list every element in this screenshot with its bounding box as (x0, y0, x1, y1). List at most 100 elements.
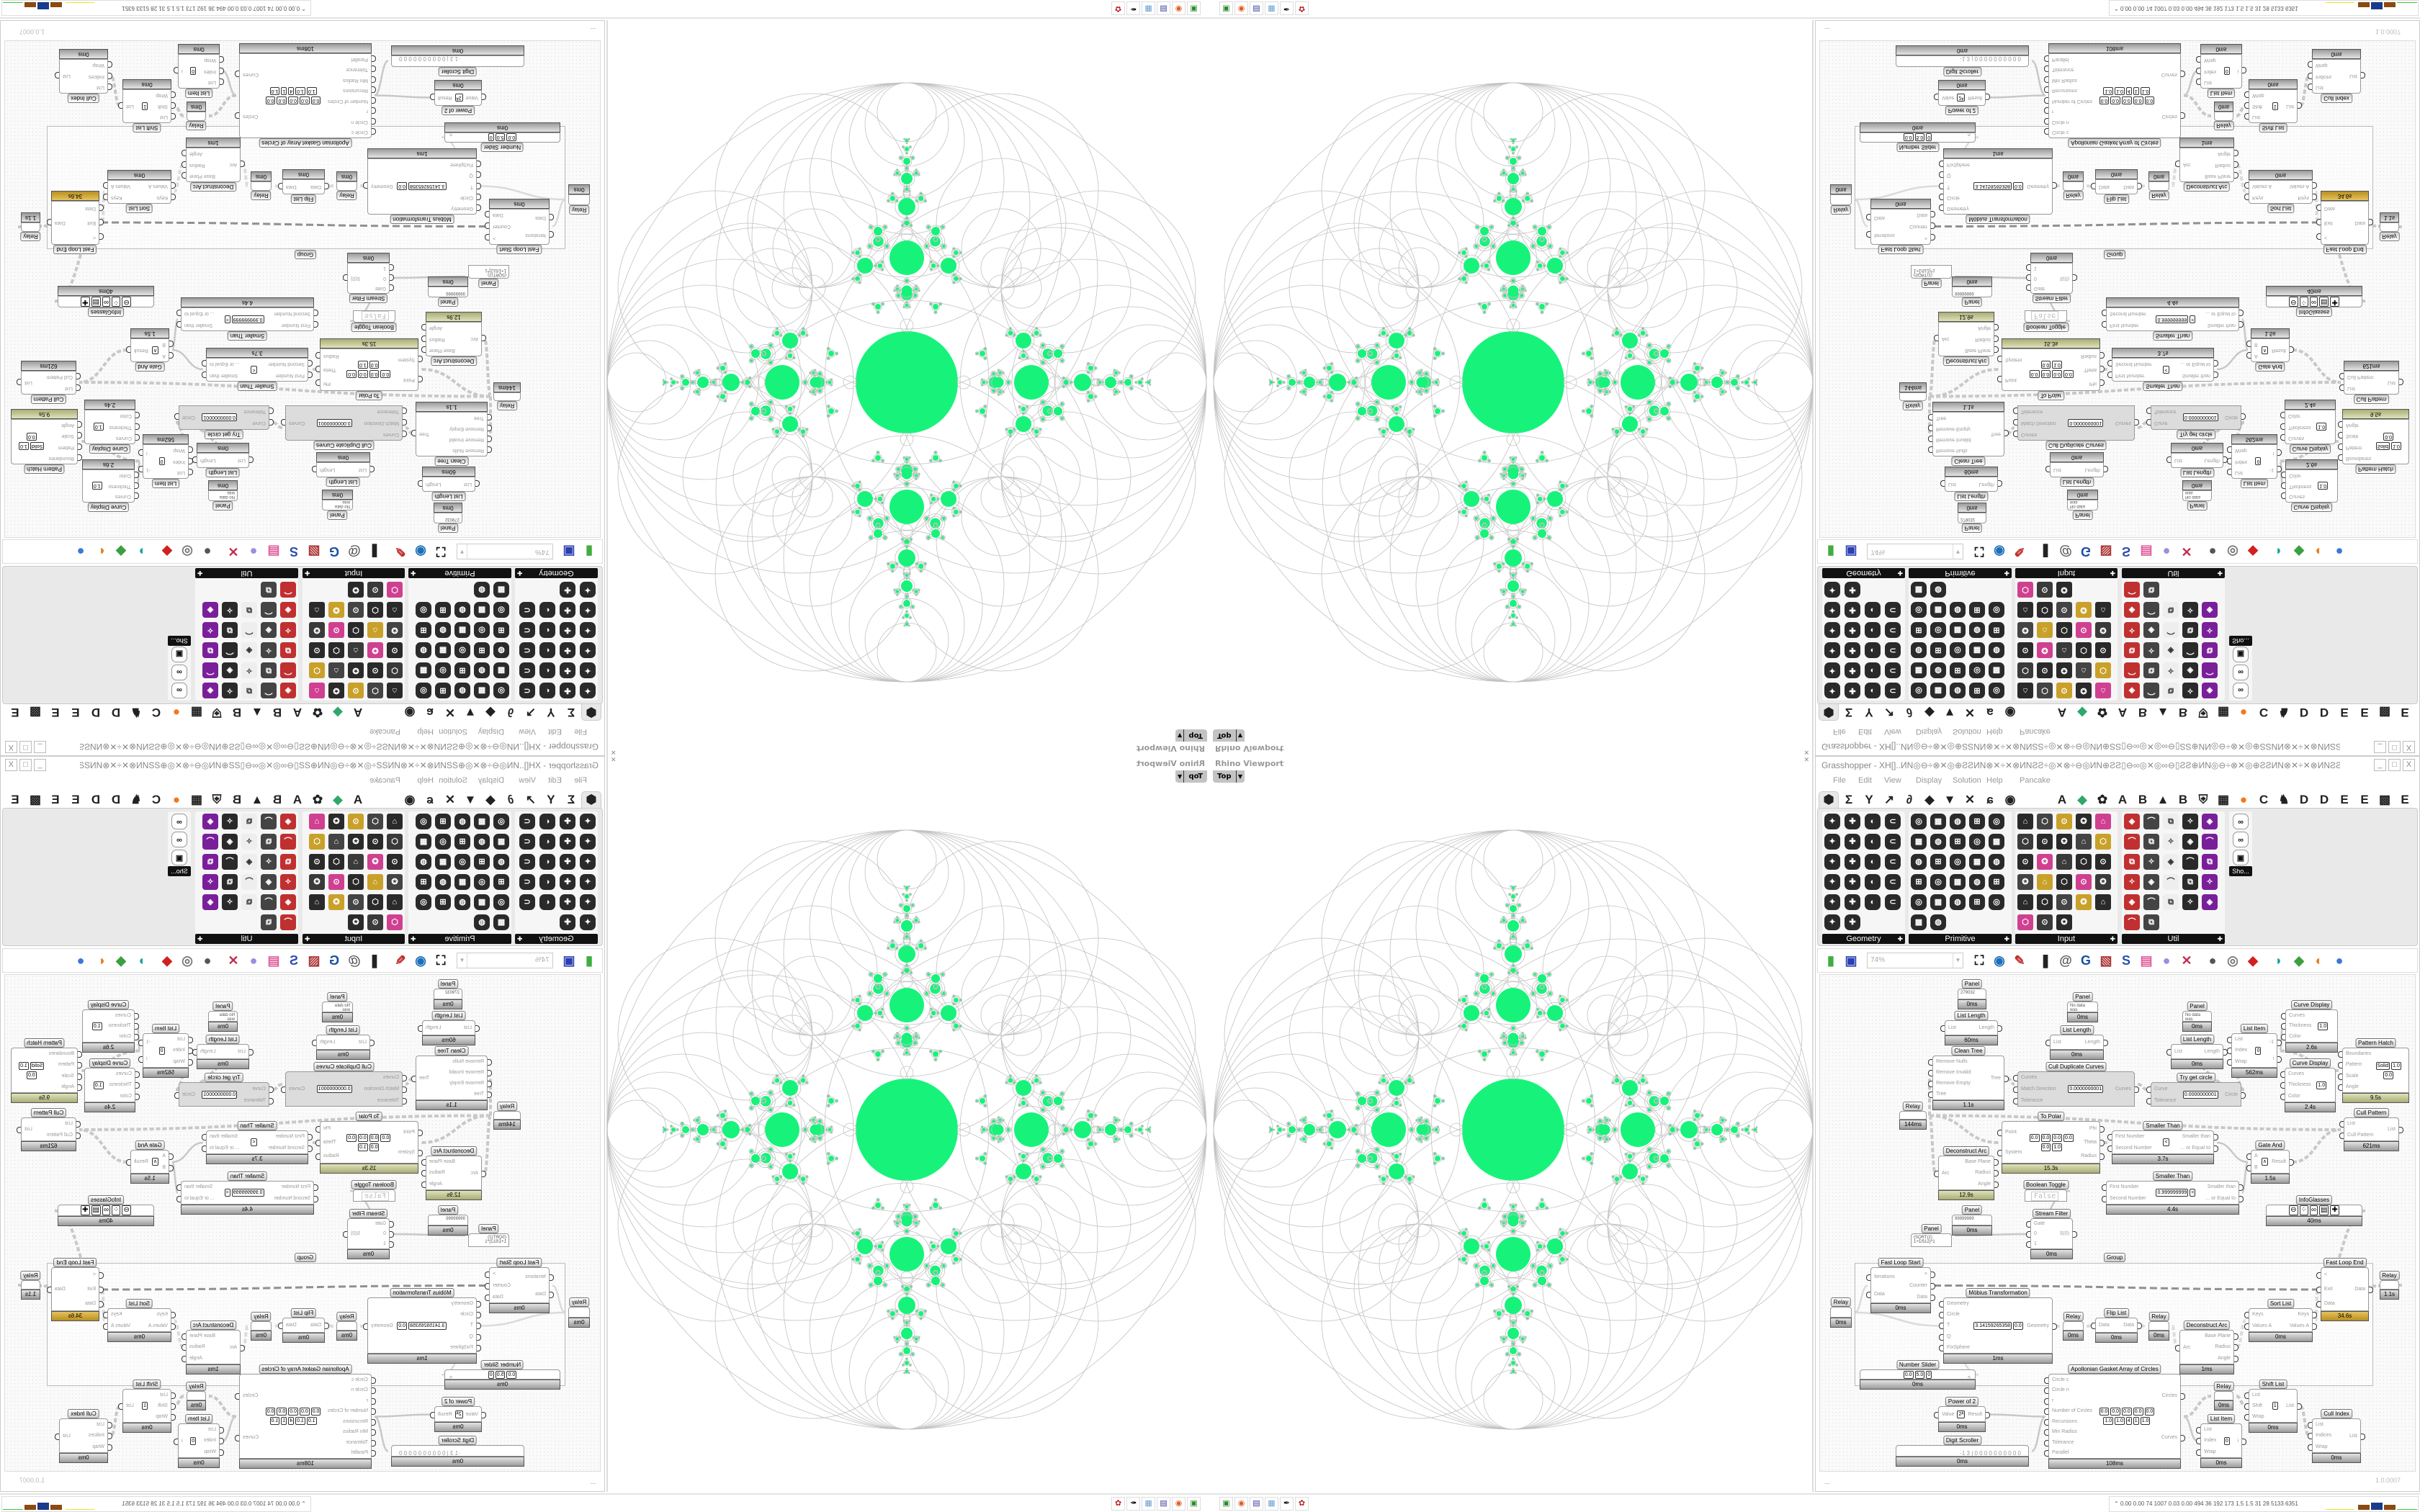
dna-icon[interactable]: ✕ (228, 953, 239, 968)
calculator-icon[interactable]: ▦ (1142, 1497, 1155, 1511)
infoglasses-icon[interactable]: ⁘ (112, 1205, 121, 1215)
component-mobius[interactable]: Möbius Transformation Geometry Circle T Q Fix… (367, 1288, 477, 1364)
component-culldup[interactable]: Cull Duplicate Curves Curves Match Directi… (285, 1062, 403, 1107)
component-body[interactable]: < Exit Data Data (51, 1267, 99, 1311)
tab-icon[interactable]: ✿ (2097, 793, 2108, 806)
component-body[interactable]: Data Data (2091, 1318, 2142, 1333)
component-relay5[interactable]: Relay 0ms (2148, 1312, 2169, 1341)
value-field[interactable]: 0.0 (397, 1321, 407, 1330)
component-icon[interactable]: ◎ (1950, 854, 1966, 870)
palette-panel-label[interactable]: Input ✚ (302, 934, 405, 944)
component-panel2[interactable]: Panel No data was 0ms (322, 992, 353, 1022)
component-title[interactable]: Pattern Hatch (24, 1038, 65, 1048)
component-body[interactable]: -1 3 | 0 0 0 0 0 0 0 0 0 0 (391, 1445, 524, 1457)
component-body[interactable]: 99999999 (1952, 1215, 1992, 1225)
component-listitem2[interactable]: List Item List Index Wrap 0 i 0ms (178, 1414, 220, 1468)
component-curvedisp2[interactable]: Curve Display Curves Thickness Color 1.0 2.4s (2280, 1058, 2336, 1112)
component-icon[interactable]: ⧉ (2163, 894, 2179, 910)
output-port[interactable]: List (126, 1403, 134, 1408)
component-title[interactable]: Möbius Transformation (1966, 1288, 2030, 1297)
new-document-icon[interactable]: ▮ (1827, 953, 1834, 968)
output-port[interactable]: Circle (2225, 1092, 2246, 1099)
component-body[interactable] (187, 1391, 206, 1400)
infoglasses-icon[interactable]: ∞ (102, 1205, 111, 1215)
green-icon[interactable]: ◆ (116, 953, 126, 968)
output-port[interactable]: ... or Equal to (184, 1195, 215, 1201)
value-field[interactable]: 1.0 (2115, 1417, 2125, 1425)
component-icon[interactable]: ✚ (1845, 834, 1860, 850)
component-body[interactable]: List Length (422, 1020, 475, 1035)
input-port[interactable]: List (89, 1421, 104, 1428)
component-title[interactable]: Panel (437, 979, 459, 989)
component-title[interactable]: Clean Tree (1951, 1046, 1986, 1056)
component-power2[interactable]: Power of 2 Value 2ᴬ Result 0ms (1933, 1397, 1991, 1432)
component-icon[interactable]: ⬡ (2037, 894, 2053, 910)
output-port[interactable]: Result (134, 1159, 148, 1164)
component-body[interactable]: Geometry Circle T Q FixSphere 3.14159265358 0.… (367, 1297, 477, 1354)
component-icon[interactable]: ✚ (560, 814, 575, 829)
component-relay5[interactable]: Relay 0ms (251, 1312, 272, 1341)
input-port[interactable]: Curves (108, 1012, 131, 1019)
component-body[interactable]: A B ∧ Result (2246, 1150, 2294, 1174)
component-body[interactable]: Curves Match Direction Tolerance 0.00000000… (2013, 1071, 2140, 1107)
component-icon[interactable]: ◎ (474, 874, 490, 890)
component-body[interactable]: Curves Thickness Color 1.0 (82, 1009, 135, 1043)
output-port[interactable]: Smaller than (2182, 1134, 2219, 1141)
component-icon[interactable]: ◍ (454, 894, 470, 910)
component-icon[interactable]: ◐ (539, 814, 555, 829)
component-fliplist[interactable]: Flip List Data Data 0ms (282, 1308, 325, 1343)
component-icon[interactable]: ⊞ (1950, 834, 1966, 850)
component-icon[interactable]: ⌒ (2124, 914, 2140, 930)
tab-icon[interactable]: ♞ (2278, 793, 2290, 806)
input-port[interactable]: Remove Nulls (1927, 1058, 1971, 1066)
input-port[interactable]: Color (2281, 1033, 2312, 1041)
input-port[interactable]: List (359, 1040, 367, 1045)
component-listlen1[interactable]: List Length List Length 60ms (422, 1011, 475, 1045)
component-icon[interactable]: ✚ (560, 834, 575, 850)
output-port[interactable]: Tree (419, 1075, 430, 1081)
component-icon[interactable]: ⊙ (387, 854, 403, 870)
output-port[interactable]: Data (55, 1287, 66, 1292)
component-icon[interactable]: ▦ (1911, 834, 1927, 850)
component-icon[interactable]: ✦ (1824, 914, 1840, 930)
component-title[interactable]: Deconstruct Arc (2183, 1320, 2231, 1330)
component-title[interactable]: Power of 2 (1945, 1397, 1979, 1406)
component-icon[interactable]: ✧ (202, 874, 218, 890)
input-port[interactable]: Wrap (2244, 1414, 2264, 1421)
component-icon[interactable]: ⊙ (2017, 854, 2033, 870)
component-curvedisp1[interactable]: Curve Display Curves Thickness Color 1.0 2.6s (2281, 1000, 2338, 1053)
value-field[interactable]: 0.0 (380, 1133, 391, 1142)
value-field[interactable]: 0.0 (277, 1408, 287, 1416)
shade-grey-icon[interactable]: ● (2208, 953, 2217, 968)
tab-icon[interactable]: ● (172, 793, 181, 806)
input-port[interactable]: Curve (244, 1086, 266, 1092)
component-icon[interactable]: ∞ (2233, 832, 2249, 847)
value-field[interactable]: 0.0 (2013, 1321, 2023, 1330)
value-field[interactable]: 0.0 (2144, 1408, 2155, 1416)
tab-icon[interactable]: ⬢ (581, 791, 601, 809)
component-icon[interactable]: ⧉ (222, 874, 238, 890)
menu-view[interactable]: View (1884, 776, 1901, 785)
component-icon[interactable]: ⊞ (435, 894, 451, 910)
search-icon[interactable]: S (290, 953, 299, 968)
value-field[interactable]: 0.0 (1903, 1370, 1914, 1379)
input-port[interactable]: Pattern (2337, 1061, 2371, 1069)
output-port[interactable]: ... or Equal to (210, 1145, 240, 1151)
input-port[interactable]: FixSphere (1939, 1344, 1970, 1351)
input-port[interactable]: First Number (274, 1184, 310, 1190)
value-field[interactable]: 0.0 (2110, 1408, 2121, 1416)
close-icon[interactable]: ✕ (1803, 756, 1809, 763)
input-port[interactable]: Remove Nulls (449, 1058, 484, 1065)
output-port[interactable]: List (2349, 1433, 2365, 1440)
tab-icon[interactable]: ⛨ (212, 793, 222, 806)
input-port[interactable]: Curves (2280, 1071, 2311, 1079)
component-icon[interactable]: ◈ (261, 874, 277, 890)
component-icon[interactable]: ⧉ (2163, 814, 2179, 829)
component-icon[interactable]: ◍ (416, 854, 431, 870)
component-body[interactable]: Curves Match Direction Tolerance 0.00000000… (285, 1071, 403, 1107)
close-button[interactable]: X (2403, 759, 2415, 771)
input-port[interactable]: System (1996, 1150, 2022, 1157)
value-field[interactable]: 1 (142, 1402, 148, 1410)
component-gateand[interactable]: Gate And A B ∧ Result 1.5s (130, 1140, 169, 1184)
component-icon[interactable]: ∞ (171, 814, 187, 829)
